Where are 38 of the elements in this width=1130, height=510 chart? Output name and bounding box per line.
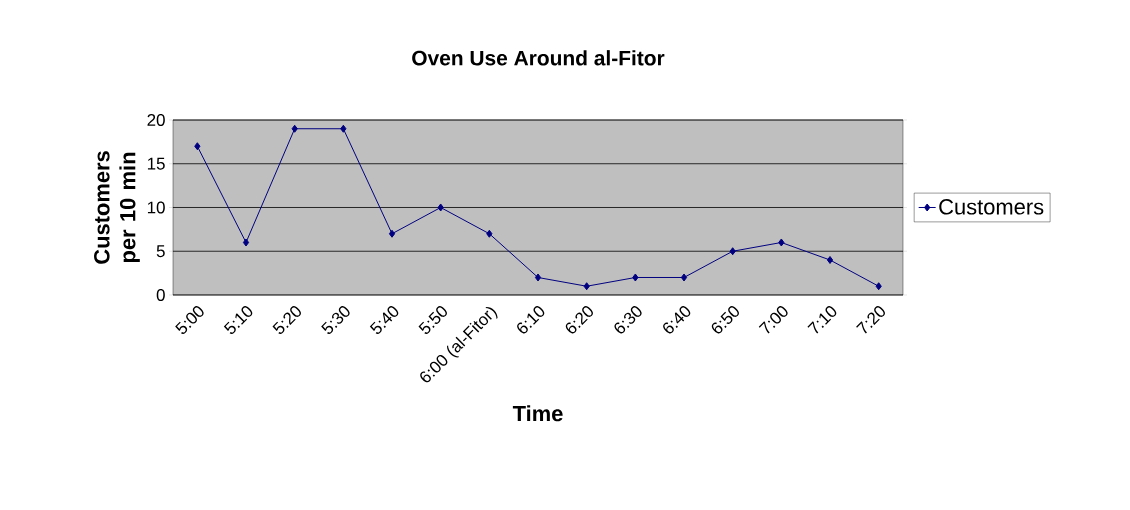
x-tick-label: 7:10	[807, 306, 837, 334]
point	[729, 247, 736, 256]
point	[291, 124, 298, 133]
x-tick-label: 5:00	[175, 306, 204, 334]
x-tick-label: 6:40	[663, 306, 691, 334]
point	[583, 282, 590, 291]
x-tick-label: 5:30	[321, 306, 350, 334]
y-tick-label: 20	[147, 113, 165, 126]
point	[680, 273, 688, 282]
point	[242, 238, 250, 247]
y-axis-title: Customers per 10 min	[94, 151, 140, 264]
x-tick-label: 5:20	[272, 306, 301, 334]
x-tick-label: 5:10	[223, 306, 253, 334]
x-tick-label: 7:00	[758, 306, 788, 334]
point	[778, 238, 785, 247]
point	[340, 124, 347, 133]
legend-label: Customers	[939, 199, 1044, 215]
x-tick-label: 6:20	[565, 306, 593, 334]
x-tick-label: 6:10	[517, 306, 545, 334]
chart-title: Oven Use Around al-Fitor	[412, 50, 665, 66]
point	[534, 273, 542, 282]
point	[875, 282, 882, 291]
y-tick-label: 10	[147, 201, 165, 214]
x-tick-label: 6:30	[614, 306, 642, 334]
x-axis-title: Time	[512, 405, 563, 422]
point	[826, 255, 834, 264]
y-tick-label: 0	[156, 288, 165, 301]
point	[486, 229, 493, 238]
point	[632, 273, 639, 282]
point	[388, 229, 396, 238]
x-tick-label: 5:40	[369, 306, 399, 334]
point	[437, 203, 444, 212]
x-tick-label: 6:50	[711, 306, 739, 334]
y-tick-label: 15	[147, 157, 165, 170]
x-tick-label: 7:20	[856, 306, 885, 334]
x-tick-label: 5:50	[418, 306, 447, 334]
y-tick-label: 5	[156, 245, 165, 258]
point	[194, 142, 201, 151]
